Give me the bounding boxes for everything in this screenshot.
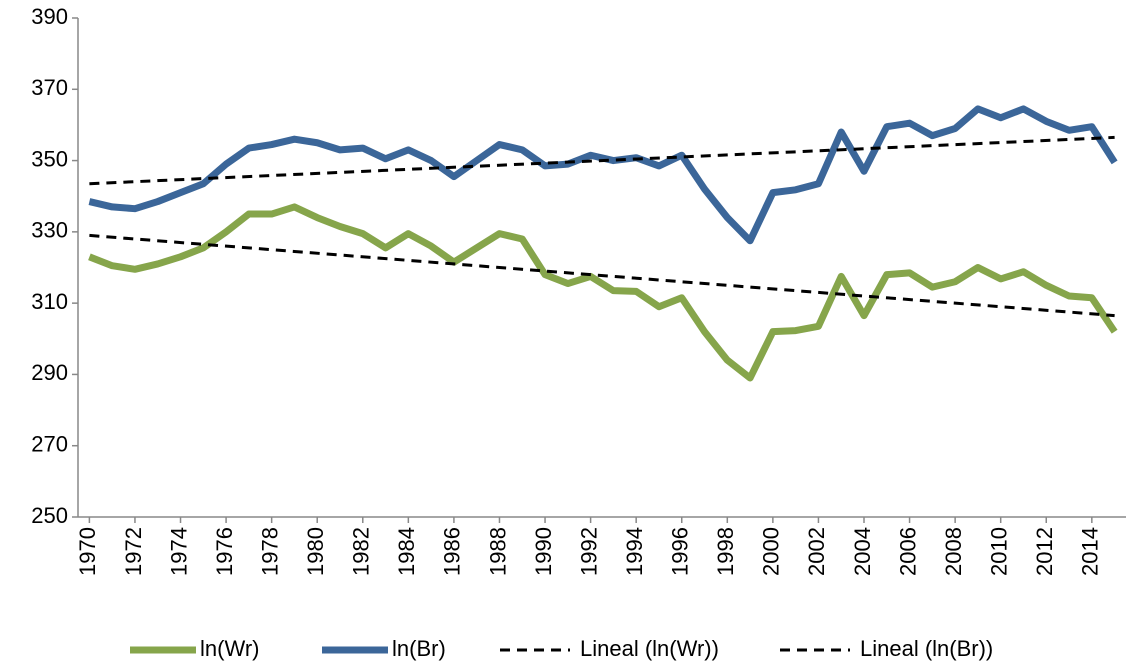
trend-line (89, 135, 1115, 186)
x-tick-label: 1988 (485, 527, 510, 576)
x-tick-label: 1996 (668, 527, 693, 576)
x-tick-label: 1994 (622, 527, 647, 576)
legend-label: ln(Wr) (200, 636, 259, 661)
x-tick-label: 2006 (895, 527, 920, 576)
x-tick-label: 1986 (440, 527, 465, 576)
x-tick-label: 2000 (759, 527, 784, 576)
legend-label: Lineal (ln(Br)) (860, 636, 993, 661)
y-tick-label: 270 (31, 432, 68, 457)
x-tick-label: 1998 (713, 527, 738, 576)
legend-label: Lineal (ln(Wr)) (580, 636, 719, 661)
x-tick-label: 1992 (576, 527, 601, 576)
x-tick-label: 1984 (394, 527, 419, 576)
x-tick-label: 1974 (166, 527, 191, 576)
x-tick-label: 1976 (212, 527, 237, 576)
x-tick-label: 1980 (303, 527, 328, 576)
y-tick-label: 290 (31, 360, 68, 385)
y-tick-label: 330 (31, 218, 68, 243)
y-tick-label: 370 (31, 75, 68, 100)
series-line (88, 203, 1118, 382)
y-tick-label: 310 (31, 289, 68, 314)
x-tick-label: 1990 (531, 527, 556, 576)
x-tick-label: 2002 (804, 527, 829, 576)
x-tick-label: 1970 (75, 527, 100, 576)
legend-label: ln(Br) (392, 636, 446, 661)
x-tick-label: 2008 (941, 527, 966, 576)
x-tick-label: 1978 (257, 527, 282, 576)
y-tick-label: 390 (31, 4, 68, 29)
x-tick-label: 2004 (850, 527, 875, 576)
x-tick-label: 2010 (987, 527, 1012, 576)
trend-line (89, 233, 1115, 318)
x-tick-label: 2012 (1032, 527, 1057, 576)
x-tick-label: 2014 (1078, 527, 1103, 576)
x-tick-label: 1972 (121, 527, 146, 576)
series-line (88, 105, 1118, 245)
y-tick-label: 250 (31, 503, 68, 528)
y-tick-label: 350 (31, 146, 68, 171)
x-tick-label: 1982 (349, 527, 374, 576)
